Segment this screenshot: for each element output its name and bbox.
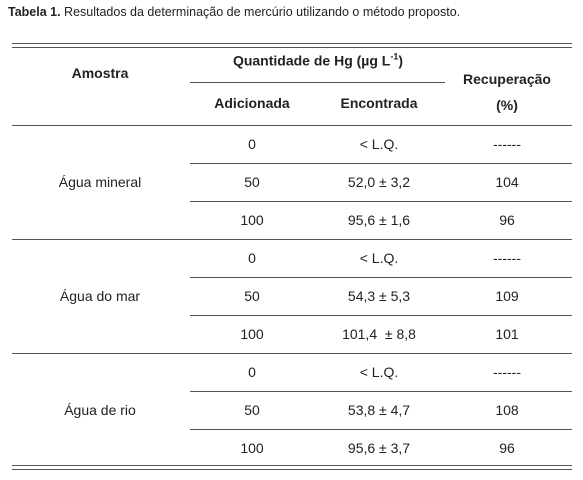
cell: 52,0 ± 3,2 xyxy=(347,174,411,190)
header-recovery: Recuperação xyxy=(463,71,551,87)
row-rule xyxy=(190,391,572,392)
header-quantity-sup: -1 xyxy=(390,51,399,62)
row-rule xyxy=(190,201,572,202)
cell: 0 xyxy=(248,250,256,266)
cell: 53,8 ± 4,7 xyxy=(347,402,411,418)
caption-text: Resultados da determinação de mercúrio u… xyxy=(60,5,461,19)
cell: ------ xyxy=(493,136,521,152)
header-found: Encontrada xyxy=(340,95,418,111)
row-rule xyxy=(190,315,572,316)
header-recovery-unit: (%) xyxy=(496,97,518,113)
cell: ------ xyxy=(493,250,521,266)
cell: 108 xyxy=(495,402,519,418)
rule xyxy=(12,43,572,44)
caption: Tabela 1. Resultados da determinação de … xyxy=(8,5,460,19)
cell: 95,6 ± 3,7 xyxy=(347,440,411,456)
cell: 50 xyxy=(244,174,260,190)
cell: ------ xyxy=(493,364,521,380)
group-rule xyxy=(12,353,572,354)
cell: 101 xyxy=(495,326,519,342)
caption-label: Tabela 1. xyxy=(8,5,61,19)
cell: 54,3 ± 5,3 xyxy=(347,288,411,304)
rule xyxy=(12,47,572,48)
header-quantity: Quantidade de Hg (µg L-1) xyxy=(233,52,403,69)
cell: < L.Q. xyxy=(359,250,399,266)
cell: 0 xyxy=(248,364,256,380)
group-rule xyxy=(12,239,572,240)
cell: 0 xyxy=(248,136,256,152)
cell: 109 xyxy=(495,288,519,304)
sample-name: Água do mar xyxy=(59,288,141,304)
cell: 96 xyxy=(499,440,515,456)
row-rule xyxy=(190,429,572,430)
row-rule xyxy=(190,277,572,278)
cell: 104 xyxy=(495,174,519,190)
header-added: Adicionada xyxy=(214,95,290,111)
row-rule xyxy=(190,163,572,164)
sample-name: Água mineral xyxy=(58,174,142,190)
cell: 100 xyxy=(240,440,264,456)
cell: 101,4 ± 8,8 xyxy=(342,326,416,342)
sample-name: Água de rio xyxy=(64,402,136,418)
cell: 96 xyxy=(499,212,515,228)
cell: 100 xyxy=(240,212,264,228)
rule xyxy=(190,82,445,83)
cell: < L.Q. xyxy=(359,136,399,152)
cell: 100 xyxy=(240,326,264,342)
cell: 50 xyxy=(244,402,260,418)
header-quantity-text: Quantidade de Hg (µg L xyxy=(232,52,391,69)
cell: < L.Q. xyxy=(359,364,399,380)
rule xyxy=(12,469,572,470)
header-quantity-close: ) xyxy=(398,52,404,69)
header-sample: Amostra xyxy=(71,65,129,81)
cell: 50 xyxy=(244,288,260,304)
rule xyxy=(12,125,572,126)
rule xyxy=(12,465,572,466)
cell: 95,6 ± 1,6 xyxy=(347,212,411,228)
